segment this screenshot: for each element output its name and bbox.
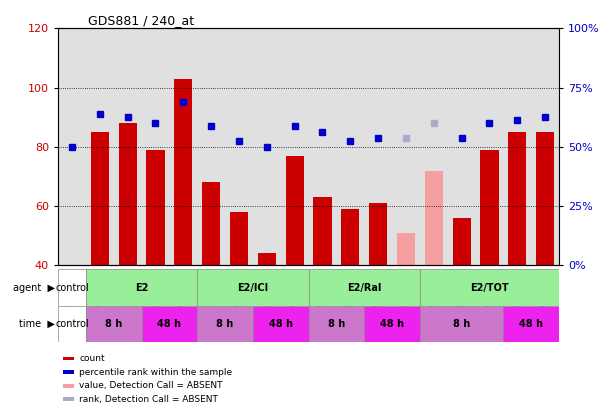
Text: GSM15907: GSM15907 (430, 270, 438, 311)
Bar (174, 79, 192, 265)
Text: GSM13097: GSM13097 (67, 270, 76, 311)
Bar (63, 397, 74, 401)
Bar (91, 132, 109, 265)
Text: rank, Detection Call = ABSENT: rank, Detection Call = ABSENT (79, 395, 218, 404)
Bar (197, 269, 309, 306)
Text: count: count (79, 354, 104, 363)
Bar (230, 212, 248, 265)
Bar (420, 306, 503, 342)
Bar (147, 150, 164, 265)
Bar (258, 254, 276, 265)
Bar (197, 306, 253, 342)
Text: E2/ICI: E2/ICI (237, 283, 268, 292)
Text: 8 h: 8 h (216, 319, 233, 329)
Bar (58, 306, 86, 342)
Text: percentile rank within the sample: percentile rank within the sample (79, 368, 232, 377)
Text: GSM15900: GSM15900 (235, 270, 243, 311)
Text: 48 h: 48 h (158, 319, 181, 329)
Text: E2/TOT: E2/TOT (470, 283, 509, 292)
Bar (309, 306, 364, 342)
Text: GSM13140: GSM13140 (207, 270, 216, 311)
Text: control: control (55, 283, 89, 292)
Text: agent  ▶: agent ▶ (13, 283, 55, 292)
Bar (480, 150, 499, 265)
Text: GSM15910: GSM15910 (513, 270, 522, 311)
Bar (364, 306, 420, 342)
Bar (309, 269, 420, 306)
Text: control: control (55, 319, 89, 329)
Text: 8 h: 8 h (453, 319, 470, 329)
Text: time  ▶: time ▶ (19, 319, 55, 329)
Text: GDS881 / 240_at: GDS881 / 240_at (88, 14, 194, 27)
Text: GSM15905: GSM15905 (374, 270, 382, 311)
Bar (119, 123, 137, 265)
Bar (202, 182, 220, 265)
Bar (342, 209, 359, 265)
Text: value, Detection Call = ABSENT: value, Detection Call = ABSENT (79, 381, 222, 390)
Text: GSM15911: GSM15911 (541, 270, 550, 311)
Bar (397, 233, 415, 265)
Text: GSM15904: GSM15904 (346, 270, 355, 311)
Text: GSM13139: GSM13139 (179, 270, 188, 311)
Text: GSM15909: GSM15909 (485, 270, 494, 311)
Text: 48 h: 48 h (519, 319, 543, 329)
Text: GSM15908: GSM15908 (457, 270, 466, 311)
Bar (63, 384, 74, 388)
Text: 8 h: 8 h (105, 319, 122, 329)
Text: GSM15901: GSM15901 (262, 270, 271, 311)
Bar (536, 132, 554, 265)
Text: GSM13099: GSM13099 (123, 270, 132, 311)
Bar (369, 203, 387, 265)
Bar (503, 306, 559, 342)
Text: 8 h: 8 h (327, 319, 345, 329)
Text: GSM15903: GSM15903 (318, 270, 327, 311)
Bar (420, 269, 559, 306)
Bar (313, 197, 332, 265)
Bar (142, 306, 197, 342)
Text: GSM15902: GSM15902 (290, 270, 299, 311)
Text: GSM13098: GSM13098 (95, 270, 104, 311)
Bar (86, 306, 142, 342)
Bar (425, 171, 443, 265)
Text: E2: E2 (135, 283, 148, 292)
Bar (285, 156, 304, 265)
Bar (63, 370, 74, 374)
Bar (453, 218, 470, 265)
Bar (63, 356, 74, 360)
Bar (58, 269, 86, 306)
Text: 48 h: 48 h (269, 319, 293, 329)
Text: E2/Ral: E2/Ral (347, 283, 381, 292)
Text: GSM15906: GSM15906 (401, 270, 411, 311)
Text: GSM13138: GSM13138 (151, 270, 160, 311)
Bar (508, 132, 526, 265)
Bar (86, 269, 197, 306)
Text: 48 h: 48 h (380, 319, 404, 329)
Bar (253, 306, 309, 342)
